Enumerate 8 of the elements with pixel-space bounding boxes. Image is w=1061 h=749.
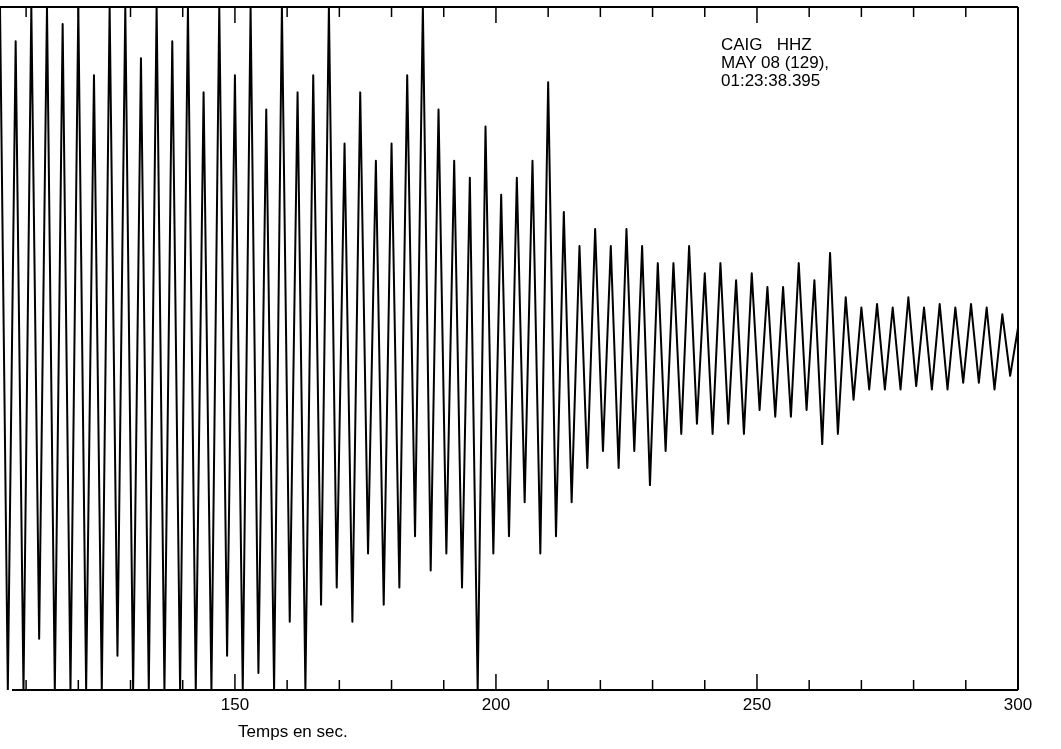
x-tick-label: 300 [1003,695,1033,714]
annotation: MAY 08 (129), [721,53,830,72]
x-tick-label: 200 [481,695,511,714]
annotation: CAIG HHZ [721,35,812,54]
x-tick-label: 150 [220,695,250,714]
annotation: 01:23:38.395 [721,71,821,90]
x-tick-label: 250 [742,695,772,714]
x-axis-title: Temps en sec. [238,722,348,741]
